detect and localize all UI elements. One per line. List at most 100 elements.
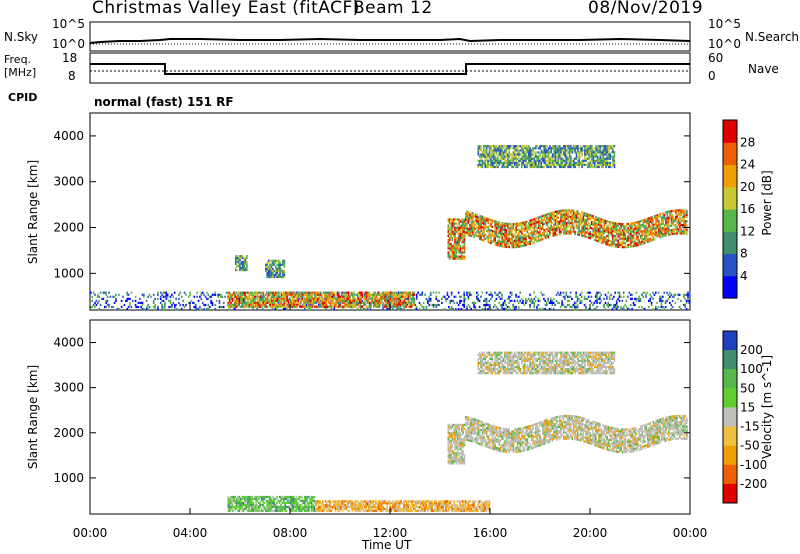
heatmap-cell (552, 301, 555, 304)
heatmap-cell (554, 165, 557, 169)
heatmap-cell (329, 291, 332, 294)
heatmap-cell (435, 303, 438, 307)
heatmap-cell (636, 297, 639, 300)
heatmap-cell (450, 226, 452, 229)
heatmap-cell (641, 242, 643, 245)
heatmap-cell (522, 299, 524, 302)
heatmap-cell (652, 221, 655, 224)
heatmap-cell (656, 224, 659, 227)
heatmap-cell (556, 214, 558, 217)
heatmap-cell (241, 303, 244, 306)
heatmap-cell (262, 301, 265, 304)
heatmap-cell (442, 295, 444, 298)
heatmap-cell (586, 219, 589, 222)
heatmap-cell (618, 241, 621, 244)
heatmap-cell (631, 230, 634, 233)
heatmap-cell (639, 297, 642, 300)
heatmap-cell (648, 231, 650, 234)
heatmap-cell (589, 214, 592, 217)
heatmap-cell (297, 293, 300, 296)
heatmap-cell (556, 210, 558, 213)
heatmap-cell (655, 218, 657, 221)
heatmap-cell (315, 295, 318, 298)
heatmap-cell (672, 230, 674, 233)
heatmap-cell (568, 221, 571, 225)
heatmap-cell (544, 299, 547, 302)
heatmap-cell (290, 305, 293, 308)
heatmap-cell (611, 223, 614, 226)
heatmap-cell (495, 233, 498, 236)
heatmap-cell (245, 303, 248, 306)
heatmap-cell (555, 293, 558, 296)
heatmap-cell (529, 219, 531, 222)
heatmap-cell (312, 303, 315, 306)
heatmap-cell (497, 293, 499, 296)
heatmap-cell (265, 495, 267, 499)
heatmap-cell (608, 163, 610, 166)
heatmap-cell (435, 305, 438, 309)
heatmap-cell (565, 157, 568, 160)
heatmap-cell (267, 507, 270, 510)
heatmap-cell (558, 212, 561, 215)
heatmap-cell (161, 299, 163, 302)
heatmap-cell (586, 229, 589, 233)
heatmap-cell (641, 230, 643, 233)
heatmap-cell (373, 295, 375, 298)
heatmap-cell (547, 149, 550, 152)
heatmap-cell (239, 259, 241, 262)
heatmap-cell (572, 157, 575, 160)
heatmap-cell (490, 229, 492, 232)
heatmap-cell (452, 220, 455, 223)
heatmap-cell (686, 216, 688, 219)
heatmap-cell (525, 145, 527, 148)
heatmap-cell (578, 151, 581, 154)
heatmap-cell (515, 307, 517, 311)
heatmap-cell (511, 239, 513, 242)
heatmap-cell (271, 307, 274, 311)
heatmap-cell (251, 295, 253, 298)
heatmap-cell (241, 507, 243, 510)
heatmap-cell (597, 240, 600, 243)
heatmap-cell (688, 293, 691, 296)
heatmap-cell (451, 224, 454, 227)
heatmap-cell (628, 233, 631, 236)
heatmap-cell (561, 303, 563, 307)
heatmap-cell (446, 291, 449, 294)
heatmap-cell (642, 238, 645, 241)
heatmap-cell (571, 159, 574, 162)
heatmap-cell (483, 220, 485, 223)
heatmap-cell (528, 224, 530, 227)
heatmap-cell (254, 301, 256, 304)
heatmap-cell (577, 149, 579, 152)
heatmap-cell (530, 299, 533, 302)
heatmap-cell (680, 213, 683, 216)
heatmap-cell (301, 293, 304, 296)
heatmap-cell (596, 216, 599, 219)
heatmap-cell (457, 307, 460, 311)
heatmap-cell (238, 295, 241, 298)
heatmap-cell (618, 233, 621, 236)
heatmap-cell (454, 232, 456, 235)
heatmap-cell (514, 153, 516, 156)
heatmap-cell (556, 212, 558, 215)
heatmap-cell (463, 234, 466, 238)
heatmap-cell (536, 236, 538, 239)
heatmap-cell (429, 293, 432, 296)
heatmap-cell (588, 232, 590, 235)
heatmap-cell (567, 159, 569, 162)
heatmap-cell (646, 291, 649, 294)
heatmap-cell (519, 222, 522, 225)
heatmap-cell (112, 305, 114, 309)
heatmap-cell (248, 499, 250, 502)
heatmap-cell (581, 161, 583, 164)
heatmap-cell (579, 229, 582, 233)
heatmap-cell (561, 301, 563, 304)
heatmap-cell (567, 209, 569, 212)
heatmap-cell (680, 219, 683, 222)
heatmap-cell (622, 295, 625, 298)
frequency-trace (90, 63, 690, 75)
heatmap-cell (607, 243, 610, 246)
heatmap-cell (406, 303, 409, 306)
heatmap-cell (252, 307, 254, 311)
heatmap-cell (395, 297, 397, 300)
